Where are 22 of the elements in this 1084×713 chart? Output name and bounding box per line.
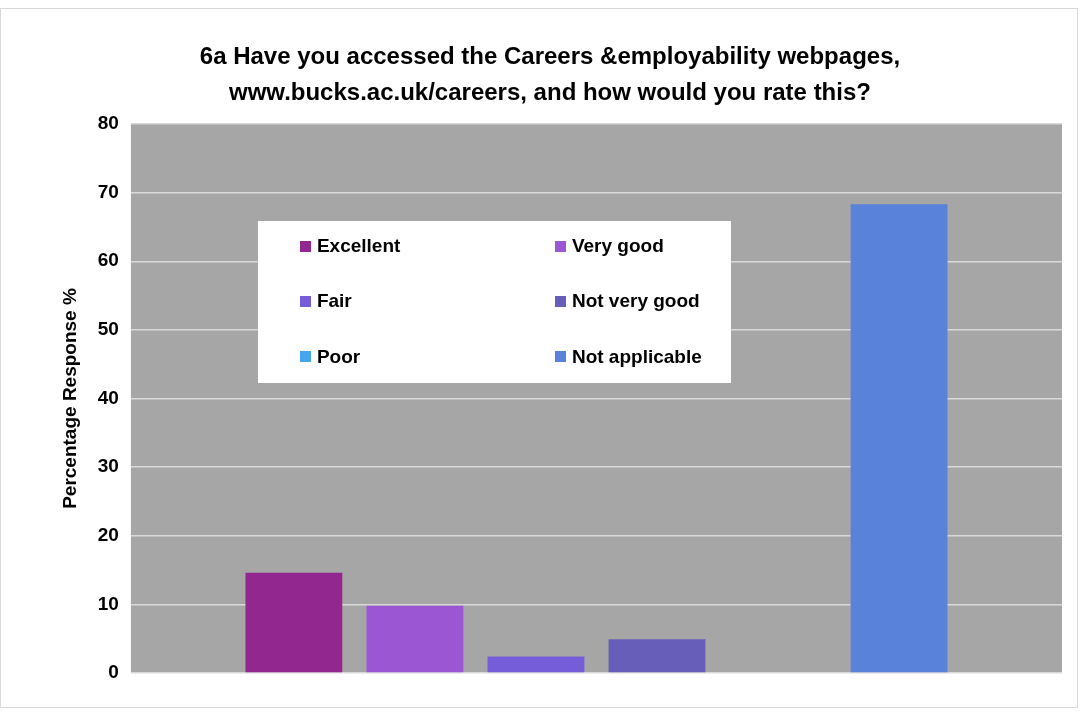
y-axis-title: Percentage Response % <box>58 288 80 509</box>
y-tick-label: 30 <box>97 455 119 477</box>
y-tick-label: 50 <box>97 318 119 340</box>
legend-label: Fair <box>316 290 352 313</box>
bar <box>245 572 343 673</box>
bar <box>850 204 948 673</box>
legend-label: Poor <box>316 345 361 368</box>
legend-label: Very good <box>571 235 664 257</box>
bar <box>487 656 585 673</box>
bar <box>366 605 464 673</box>
y-tick-label: 60 <box>97 249 119 271</box>
y-tick-label: 70 <box>97 180 119 202</box>
legend-label: Not very good <box>571 290 700 313</box>
y-tick-label: 20 <box>97 523 119 545</box>
y-tick-label: 0 <box>108 661 119 683</box>
chart-title: 6a Have you accessed the Careers &employability webpages, www.bucks.ac.uk/careers, and how would you rate this? <box>198 41 902 107</box>
y-tick-label: 80 <box>97 112 119 134</box>
bar <box>608 639 706 673</box>
legend-label: Not applicable <box>571 345 702 368</box>
legend-label: Excellent <box>316 235 401 257</box>
y-tick-label: 40 <box>97 386 119 408</box>
y-tick-label: 10 <box>97 592 119 614</box>
